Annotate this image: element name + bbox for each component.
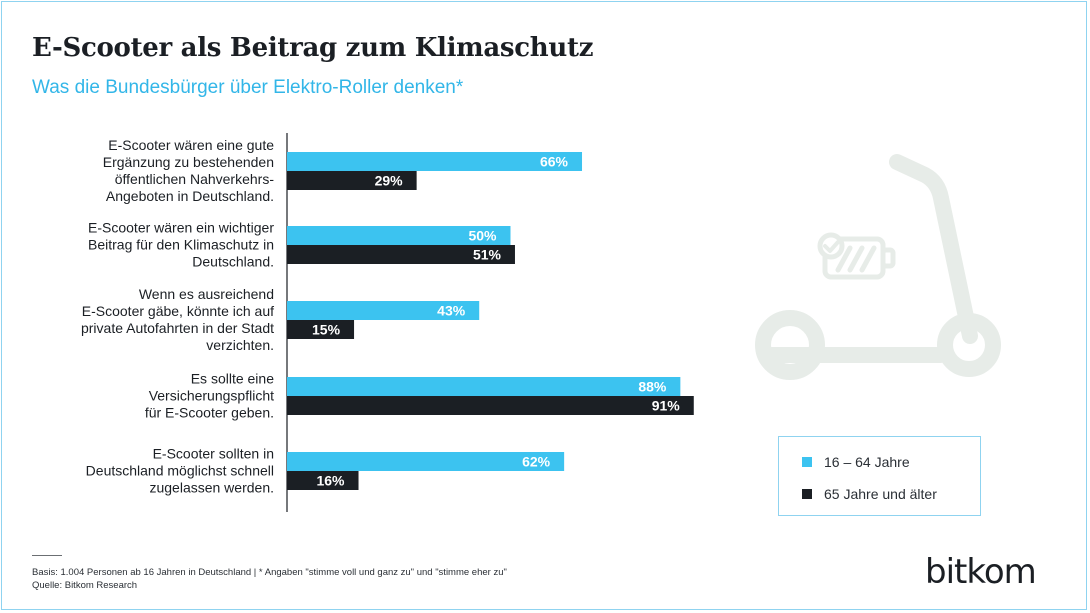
category-label: E-Scooter wären ein wichtiger Beitrag für…: [88, 220, 274, 270]
legend-item-65-plus: 65 Jahre und älter: [802, 486, 937, 502]
chart-legend: 16 – 64 Jahre 65 Jahre und älter: [778, 436, 981, 516]
legend-label: 16 – 64 Jahre: [824, 454, 910, 470]
bar-value-label: 66%: [540, 154, 569, 170]
bitkom-logo: bitkom: [925, 552, 1037, 592]
bar-value-label: 91%: [652, 398, 681, 414]
legend-swatch: [802, 457, 812, 467]
footer-basis: Basis: 1.004 Personen ab 16 Jahren in De…: [32, 567, 507, 578]
chart-title: E-Scooter als Beitrag zum Klimaschutz: [32, 33, 594, 63]
legend-swatch: [802, 489, 812, 499]
bar-65-plus: [287, 471, 359, 490]
category-label: E-Scooter wären eine gute Ergänzung zu be…: [103, 137, 275, 204]
bar-value-label: 50%: [468, 228, 497, 244]
chart-subtitle: Was die Bundesbürger über Elektro-Roller…: [32, 77, 464, 98]
bar-16-64: [287, 152, 583, 171]
bar-65-plus: [287, 396, 694, 415]
legend-item-16-64: 16 – 64 Jahre: [802, 454, 910, 470]
bar-16-64: [287, 226, 511, 245]
footer-source: Quelle: Bitkom Research: [32, 580, 138, 591]
bar-16-64: [287, 452, 565, 471]
bar-16-64: [287, 377, 681, 396]
category-label: Wenn es ausreichend E-Scooter gäbe, könnt…: [81, 286, 274, 353]
e-scooter-illustration-icon: [755, 154, 1001, 380]
bar-value-label: 88%: [638, 379, 667, 395]
bar-16-64: [287, 301, 480, 320]
category-label: Es sollte eine Versicherungspflicht für E-…: [145, 371, 274, 421]
category-label: E-Scooter sollten in Deutschland möglichs…: [86, 446, 274, 496]
bar-65-plus: [287, 320, 355, 339]
bar-value-label: 43%: [437, 303, 466, 319]
legend-label: 65 Jahre und älter: [824, 486, 937, 502]
bar-value-label: 62%: [522, 454, 551, 470]
bar-value-label: 15%: [312, 322, 341, 338]
footer-rule: [32, 555, 62, 556]
bar-65-plus: [287, 245, 515, 264]
bar-value-label: 16%: [316, 473, 345, 489]
bar-value-label: 51%: [473, 247, 502, 263]
footer-notes: Basis: 1.004 Personen ab 16 Jahren in De…: [32, 566, 507, 592]
bar-65-plus: [287, 171, 417, 190]
bar-value-label: 29%: [375, 173, 404, 189]
